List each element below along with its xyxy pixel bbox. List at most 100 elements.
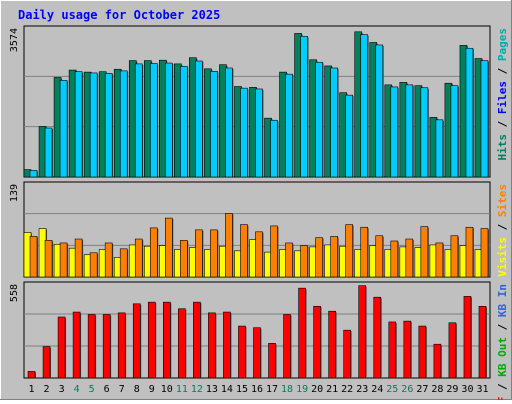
bar-sites-day-23 [360, 226, 369, 278]
x-tick-label-29: 29 [446, 384, 458, 395]
bar-kb-f-day-10 [163, 301, 171, 379]
bar-sites-day-11 [180, 240, 188, 278]
bar-kb-f-day-9 [147, 301, 156, 379]
panel-bottom-legend-item-3: / [496, 317, 509, 337]
bar-kb-f-day-29 [448, 322, 457, 379]
bar-files-day-25 [390, 86, 399, 178]
x-tick-label-30: 30 [461, 384, 473, 395]
x-tick-label-9: 9 [149, 384, 155, 395]
panel-top-ymax-label: 3574 [9, 28, 20, 52]
panel-middle-legend-item-0: Visits [496, 237, 509, 277]
x-tick-label-12: 12 [191, 384, 203, 395]
bar-sites-day-16 [255, 231, 263, 278]
bar-sites-day-26 [405, 238, 414, 278]
x-tick-label-4: 4 [74, 384, 80, 395]
bar-kb-f-day-4 [72, 311, 81, 379]
panel-top-legend-item-1: / [496, 114, 509, 134]
bar-files-day-3 [59, 80, 68, 178]
bar-files-day-1 [29, 170, 38, 178]
bar-files-day-10 [165, 62, 173, 178]
bar-sites-day-21 [330, 236, 338, 278]
x-tick-label-28: 28 [431, 384, 443, 395]
bar-files-day-13 [210, 70, 218, 178]
bar-sites-day-30 [465, 226, 474, 278]
x-tick-label-11: 11 [176, 384, 188, 395]
bar-sites-day-31 [480, 228, 489, 278]
bar-files-day-14 [225, 67, 233, 178]
x-tick-label-16: 16 [251, 384, 263, 395]
bar-sites-day-25 [390, 240, 399, 278]
panel-middle-legend-item-2: Sites [496, 184, 509, 217]
bar-files-day-23 [360, 34, 369, 178]
panel-top-legend-item-2: Files [496, 81, 509, 114]
bar-kb-f-day-24 [373, 296, 382, 379]
bar-sites-day-29 [450, 235, 459, 278]
chart-title: Daily usage for October 2025 [18, 8, 220, 22]
bar-files-day-26 [405, 84, 414, 178]
bar-kb-f-day-8 [132, 303, 141, 379]
bar-kb-f-day-31 [478, 305, 487, 379]
bar-sites-day-24 [375, 235, 384, 278]
bar-files-day-29 [450, 85, 459, 178]
x-tick-label-18: 18 [281, 384, 293, 395]
bar-sites-day-12 [195, 229, 203, 278]
bar-files-day-11 [180, 66, 188, 178]
panel-top-legend-item-0: Hits [496, 134, 509, 161]
x-tick-label-22: 22 [341, 384, 353, 395]
panel-middle: 139 Visits / Sites [9, 181, 509, 278]
bar-sites-day-13 [210, 229, 218, 278]
bar-kb-f-day-13 [208, 312, 216, 379]
bar-sites-day-19 [300, 245, 308, 278]
bar-files-day-7 [119, 70, 128, 178]
bar-sites-day-7 [119, 248, 128, 278]
bar-sites-day-5 [89, 252, 98, 278]
x-tick-label-19: 19 [296, 384, 308, 395]
bar-kb-f-day-14 [223, 311, 231, 379]
bar-files-day-20 [315, 61, 323, 178]
bar-sites-day-10 [165, 217, 173, 278]
bar-files-day-5 [89, 72, 98, 178]
bar-sites-day-28 [435, 242, 444, 278]
x-tick-label-1: 1 [29, 384, 35, 395]
bar-sites-day-18 [285, 242, 293, 278]
bar-files-day-4 [74, 71, 83, 178]
bar-sites-day-20 [315, 237, 323, 278]
panel-bottom: 558 KB F / KB Out / KB In [9, 281, 509, 404]
bar-files-day-18 [285, 73, 293, 178]
bar-kb-f-day-26 [403, 320, 412, 379]
x-tick-label-13: 13 [206, 384, 218, 395]
bar-files-day-16 [255, 88, 263, 178]
bar-files-day-31 [480, 60, 489, 178]
bar-kb-f-day-7 [117, 312, 126, 379]
panel-bottom-ymax-label: 558 [9, 284, 20, 302]
bar-files-day-2 [44, 127, 53, 178]
bar-kb-f-day-27 [418, 325, 427, 379]
bar-kb-f-day-3 [57, 316, 66, 379]
bar-kb-f-day-20 [313, 305, 321, 379]
panel-top: 3574 Hits / Files / Pages [9, 25, 509, 178]
x-tick-label-7: 7 [119, 384, 125, 395]
bar-kb-f-day-23 [358, 285, 367, 379]
bar-files-day-9 [149, 63, 158, 178]
bar-kb-f-day-15 [238, 325, 246, 379]
bar-files-day-24 [375, 44, 384, 178]
bar-files-day-27 [420, 87, 429, 178]
bar-sites-day-4 [74, 238, 83, 278]
panel-middle-legend-item-1: / [496, 217, 509, 237]
bar-kb-f-day-2 [42, 346, 51, 379]
panel-top-legend-item-4: Pages [496, 28, 509, 61]
bar-sites-day-14 [225, 213, 233, 278]
bar-files-day-22 [345, 94, 353, 178]
bar-kb-f-day-30 [463, 296, 472, 379]
bar-sites-day-27 [420, 226, 429, 278]
x-tick-label-25: 25 [386, 384, 398, 395]
bar-kb-f-day-5 [87, 314, 96, 379]
x-tick-label-24: 24 [371, 384, 383, 395]
bar-files-day-12 [195, 60, 203, 178]
bar-kb-f-day-18 [283, 314, 291, 379]
bar-files-day-21 [330, 67, 338, 178]
x-tick-label-27: 27 [416, 384, 428, 395]
bar-files-day-28 [435, 119, 444, 178]
